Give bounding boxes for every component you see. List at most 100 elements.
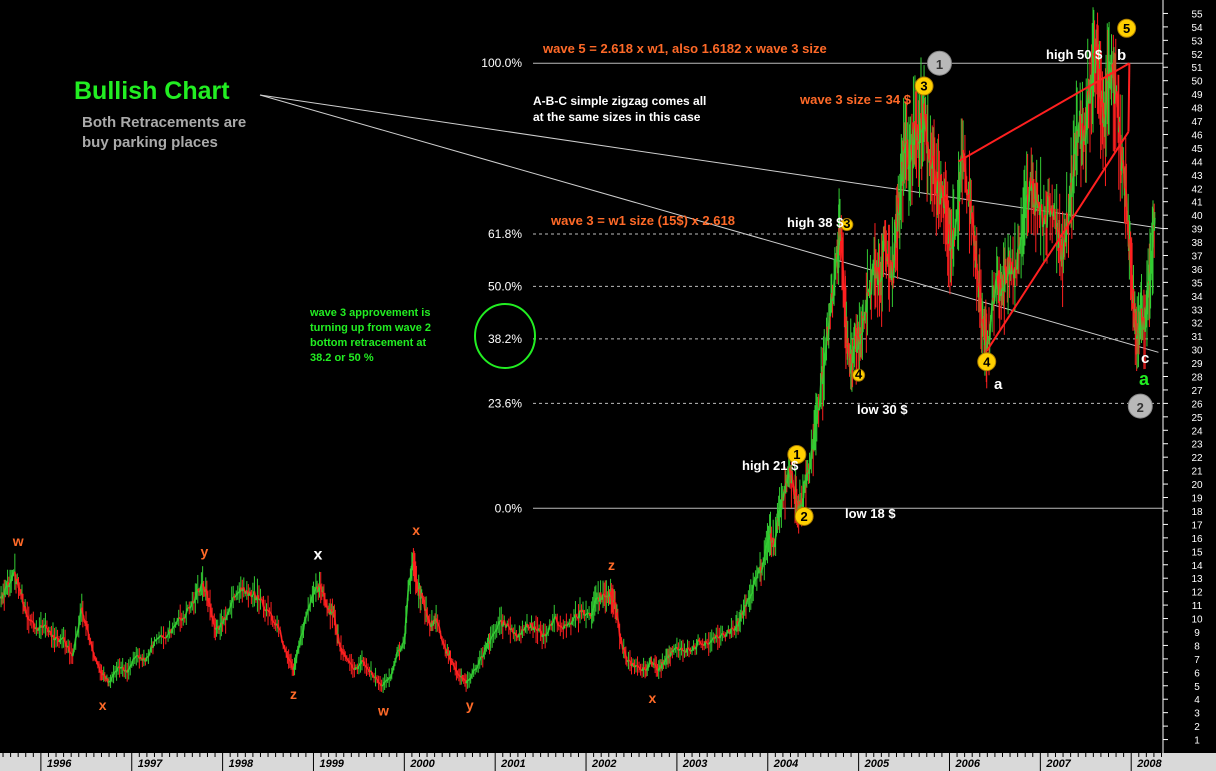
y-tick-label: 14 (1191, 561, 1203, 572)
y-tick-label: 38 (1191, 238, 1203, 249)
y-tick-label: 17 (1191, 520, 1203, 531)
y-tick-label: 9 (1194, 628, 1200, 639)
x-year-label: 2008 (1136, 758, 1162, 770)
y-tick-label: 49 (1191, 90, 1203, 101)
x-axis: 1996 1997 1998 1999 2000 2001 2002 2003 2004 2005… (0, 753, 1216, 771)
y-tick-label: 43 (1191, 171, 1203, 182)
retracement-highlight-circle (474, 303, 536, 369)
wave-marker-6: 5 (1117, 18, 1137, 38)
y-tick-label: 5 (1194, 682, 1200, 693)
y-tick-label: 37 (1191, 251, 1203, 262)
trend-lines (259, 94, 1164, 353)
fib-label-2: 50.0% (488, 279, 522, 293)
y-tick-label: 41 (1191, 198, 1203, 209)
wave-marker-7: 1 (926, 50, 952, 76)
wave-marker-3: 4 (852, 366, 866, 382)
y-tick-label: 27 (1191, 386, 1203, 397)
wave-marker-4: 3 (914, 76, 934, 96)
wave-letter-8: z (608, 557, 615, 573)
channel-lines (958, 62, 1131, 352)
wave-marker-8: 2 (1127, 393, 1153, 419)
y-tick-label: 29 (1191, 359, 1203, 370)
y-tick-label: 35 (1191, 278, 1203, 289)
wave-marker-circle (914, 76, 934, 96)
price-segment (1077, 125, 1080, 143)
x-year-label: 2001 (500, 758, 525, 770)
trend-line-0 (259, 94, 1164, 230)
wave-letter-5: w (377, 702, 389, 718)
y-tick-label: 3 (1194, 709, 1200, 720)
x-year-label: 2005 (864, 758, 890, 770)
wave-b-label: b (1117, 47, 1126, 64)
y-tick-label: 52 (1191, 50, 1203, 61)
y-tick-label: 7 (1194, 655, 1200, 666)
wave-letter-1: x (99, 697, 107, 713)
wave-marker-circle (787, 444, 807, 464)
y-tick-label: 6 (1194, 668, 1200, 679)
y-tick-label: 45 (1191, 144, 1203, 155)
fib-label-4: 23.6% (488, 396, 522, 410)
wave-letter-3: z (290, 686, 297, 702)
y-tick-label: 54 (1191, 23, 1203, 34)
y-tick-label: 1 (1194, 736, 1200, 747)
x-year-label: 1998 (229, 758, 254, 770)
wave3-equation-annotation: wave 3 = w1 size (15$) x 2.618 (550, 213, 735, 228)
fib-label-3: 38.2% (488, 332, 522, 346)
x-year-label: 2004 (773, 758, 798, 770)
y-tick-label: 55 (1191, 9, 1203, 20)
x-year-label: 2000 (409, 758, 435, 770)
wave-marker-label: 2 (1137, 400, 1144, 415)
y-tick-label: 39 (1191, 225, 1203, 236)
high-21-label: high 21 $ (742, 458, 799, 473)
wave-letter-0: w (12, 533, 24, 549)
wave-marker-circle (840, 218, 854, 232)
x-year-label: 2007 (1045, 758, 1071, 770)
wave5-annotation: wave 5 = 2.618 x w1, also 1.6182 x wave … (542, 41, 827, 56)
price-series (0, 7, 1156, 693)
subtitle-line-2: buy parking places (82, 134, 218, 151)
fib-label-5: 0.0% (495, 501, 523, 515)
approvement-line-2: turning up from wave 2 (310, 322, 431, 334)
zigzag-annotation-2: at the same sizes in this case (533, 110, 701, 124)
y-tick-label: 23 (1191, 440, 1203, 451)
y-axis: 1234567891011121314151617181920212223242… (1162, 0, 1216, 771)
wave-marker-label: 5 (1123, 21, 1130, 36)
price-segment (958, 164, 962, 202)
price-segment (971, 212, 974, 229)
wave-marker-label: 4 (855, 366, 863, 381)
y-axis-panel (1163, 0, 1216, 771)
channel-line-1 (985, 131, 1130, 352)
x-year-label: 1996 (47, 758, 72, 770)
x-year-label: 2003 (682, 758, 707, 770)
y-tick-label: 15 (1191, 547, 1203, 558)
wave-marker-circle (977, 352, 997, 372)
wave-marker-0: 1 (787, 444, 807, 464)
y-tick-label: 8 (1194, 641, 1200, 652)
y-tick-label: 28 (1191, 373, 1203, 384)
channel-line-0 (958, 62, 1130, 163)
trend-line-1 (259, 94, 1159, 353)
wave-marker-label: 4 (983, 354, 991, 369)
y-tick-label: 51 (1191, 63, 1203, 74)
low-30-label: low 30 $ (857, 402, 908, 417)
wave-marker-circle (1117, 18, 1137, 38)
wave-markers: 1 2 3 4 3 4 5 1 2 (787, 18, 1153, 526)
axis-corner (1163, 753, 1216, 771)
y-tick-label: 48 (1191, 104, 1203, 115)
wave-marker-circle (852, 368, 866, 382)
x-year-label: 2006 (954, 758, 980, 770)
wave-letter-7: y (466, 697, 474, 713)
zigzag-annotation-1: A-B-C simple zigzag comes all (533, 94, 706, 108)
y-tick-label: 46 (1191, 130, 1203, 141)
y-tick-label: 34 (1191, 292, 1203, 303)
y-tick-label: 31 (1191, 332, 1203, 343)
y-tick-label: 40 (1191, 211, 1203, 222)
wave-marker-circle (794, 506, 814, 526)
wave-marker-label: 3 (920, 79, 927, 94)
wave-marker-circle (1127, 393, 1153, 419)
wave-letter-9: x (648, 690, 656, 706)
x-year-label: 1999 (319, 758, 344, 770)
y-tick-label: 26 (1191, 399, 1203, 410)
